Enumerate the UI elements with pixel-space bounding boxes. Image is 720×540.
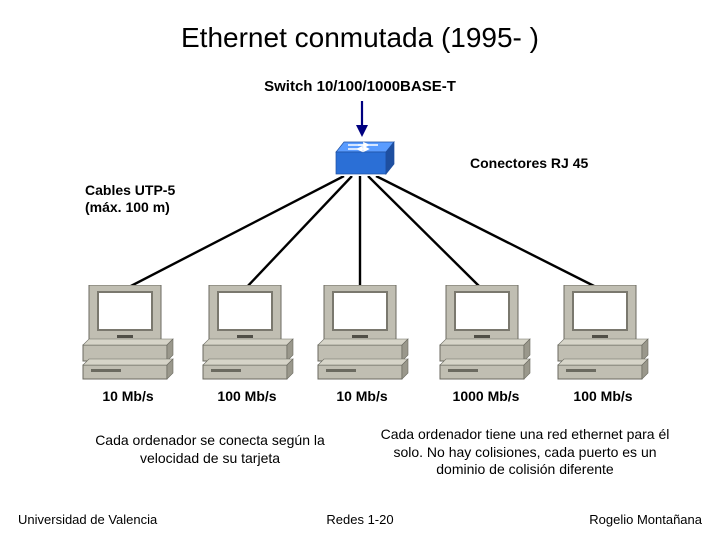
speed-label: 10 Mb/s <box>88 388 168 404</box>
page-title: Ethernet conmutada (1995- ) <box>0 22 720 54</box>
arrow-down-icon <box>352 101 372 137</box>
computer-icon <box>83 285 173 379</box>
computers-row <box>0 285 720 380</box>
speed-label: 1000 Mb/s <box>438 388 534 404</box>
switch-label: Switch 10/100/1000BASE-T <box>0 78 720 95</box>
cables-diagram <box>0 176 720 296</box>
computer-icon <box>203 285 293 379</box>
speed-label: 100 Mb/s <box>202 388 292 404</box>
speed-label: 10 Mb/s <box>322 388 402 404</box>
computer-icon <box>558 285 648 379</box>
footer-right: Rogelio Montañana <box>589 512 702 527</box>
footer: Universidad de Valencia Redes 1-20 Rogel… <box>0 512 720 530</box>
conectores-label: Conectores RJ 45 <box>470 155 588 171</box>
speed-labels: 10 Mb/s 100 Mb/s 10 Mb/s 1000 Mb/s 100 M… <box>0 388 720 408</box>
computer-icon <box>440 285 530 379</box>
note-left: Cada ordenador se conecta según la veloc… <box>85 432 335 467</box>
speed-label: 100 Mb/s <box>558 388 648 404</box>
computer-icon <box>318 285 408 379</box>
note-right: Cada ordenador tiene una red ethernet pa… <box>370 426 680 479</box>
